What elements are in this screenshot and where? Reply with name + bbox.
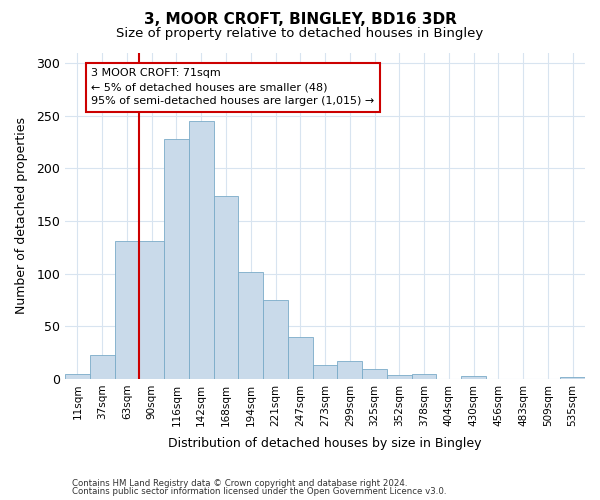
Bar	[387, 374, 412, 379]
Bar	[337, 361, 362, 379]
Bar	[412, 374, 436, 379]
Text: Contains public sector information licensed under the Open Government Licence v3: Contains public sector information licen…	[72, 487, 446, 496]
Text: 3, MOOR CROFT, BINGLEY, BD16 3DR: 3, MOOR CROFT, BINGLEY, BD16 3DR	[143, 12, 457, 28]
Bar	[164, 139, 189, 379]
X-axis label: Distribution of detached houses by size in Bingley: Distribution of detached houses by size …	[168, 437, 482, 450]
Bar	[214, 196, 238, 379]
Bar	[362, 370, 387, 379]
Bar	[65, 374, 90, 379]
Bar	[313, 365, 337, 379]
Bar	[90, 354, 115, 379]
Y-axis label: Number of detached properties: Number of detached properties	[15, 117, 28, 314]
Text: Contains HM Land Registry data © Crown copyright and database right 2024.: Contains HM Land Registry data © Crown c…	[72, 478, 407, 488]
Bar	[461, 376, 486, 379]
Bar	[238, 272, 263, 379]
Text: Size of property relative to detached houses in Bingley: Size of property relative to detached ho…	[116, 28, 484, 40]
Bar	[115, 241, 139, 379]
Bar	[263, 300, 288, 379]
Text: 3 MOOR CROFT: 71sqm
← 5% of detached houses are smaller (48)
95% of semi-detache: 3 MOOR CROFT: 71sqm ← 5% of detached hou…	[91, 68, 374, 106]
Bar	[189, 121, 214, 379]
Bar	[288, 337, 313, 379]
Bar	[139, 241, 164, 379]
Bar	[560, 377, 585, 379]
